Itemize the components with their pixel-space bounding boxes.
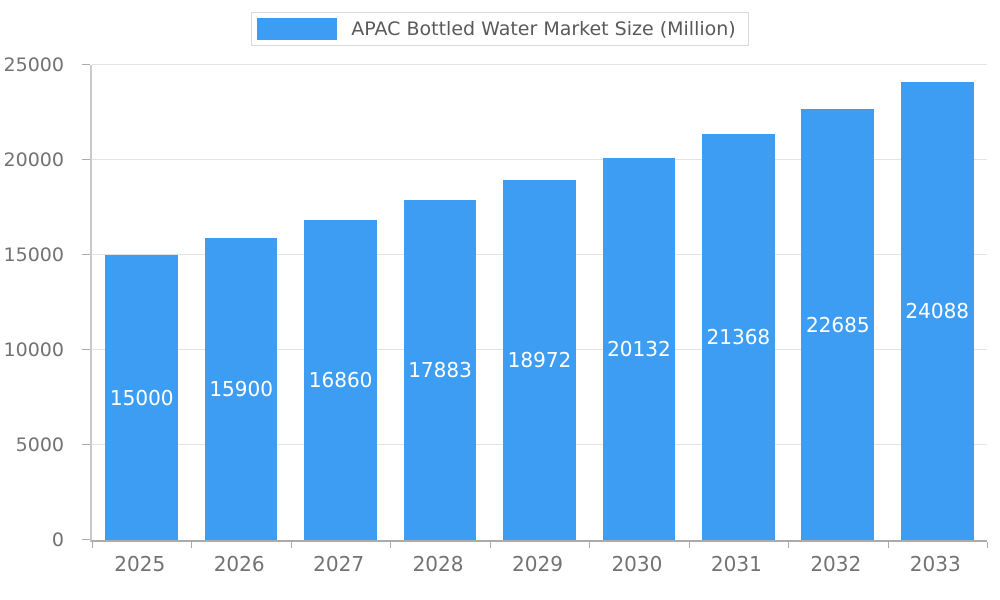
- gridline: [92, 159, 987, 160]
- bar-series: 15000 15900 16860 17883 18972 20132 21368 22685…: [92, 65, 987, 540]
- bar-value-label: 21368: [706, 325, 771, 349]
- bar-2025[interactable]: 15000: [105, 255, 178, 540]
- x-tick-label: 2029: [512, 552, 563, 576]
- y-axis-tickmark: [82, 444, 90, 445]
- bar-slot: 18972: [490, 65, 589, 540]
- y-axis-tickmark: [82, 254, 90, 255]
- bar-value-label: 17883: [408, 358, 472, 383]
- bar-value-label: 18972: [507, 347, 572, 372]
- x-tick-label: 2032: [810, 552, 862, 576]
- plot-area: 15000 15900 16860 17883 18972 20132 21368 22685…: [82, 64, 988, 548]
- bar-slot: 20132: [589, 65, 688, 540]
- x-tick-label: 2028: [412, 552, 464, 576]
- x-tick-label: 2030: [611, 552, 663, 576]
- bar-value-label: 16860: [308, 367, 373, 392]
- bar-slot: 22685: [788, 65, 887, 540]
- bar-slot: 17883: [390, 65, 489, 540]
- bar-2030[interactable]: 20132: [602, 157, 676, 540]
- y-tick-label: 5000: [15, 434, 64, 456]
- bar-slot: 21368: [689, 65, 788, 540]
- y-axis-labels: 0 5000 10000 15000 20000 25000: [0, 54, 80, 551]
- x-axis-tickmark: [788, 542, 790, 548]
- bar-slot: 15000: [92, 65, 191, 540]
- bar-2031[interactable]: 21368: [702, 134, 775, 540]
- bar-slot: 24088: [888, 65, 987, 540]
- bar-value-label: 24088: [905, 299, 970, 324]
- x-axis-tickmark: [688, 542, 690, 548]
- x-tick-label: 2026: [213, 552, 265, 576]
- x-axis-tickmark: [589, 542, 591, 548]
- x-axis-tickmark: [191, 542, 193, 548]
- y-tick-label: 20000: [3, 149, 64, 171]
- bar-value-label: 20132: [607, 336, 671, 361]
- bar-value-label: 15900: [209, 376, 273, 401]
- x-tick-label: 2033: [909, 552, 961, 576]
- bar-slot: 15900: [191, 65, 290, 540]
- legend-label: APAC Bottled Water Market Size (Million): [351, 18, 736, 40]
- x-axis-tickmark: [290, 542, 292, 548]
- chart-legend: APAC Bottled Water Market Size (Million): [0, 12, 1000, 46]
- y-axis-tickmark: [82, 64, 90, 65]
- y-axis-tickmark: [82, 159, 90, 160]
- x-tick-label: 2025: [114, 552, 166, 576]
- x-axis-tickmark: [887, 542, 889, 548]
- bar-slot: 16860: [291, 65, 390, 540]
- legend-swatch-icon: [257, 18, 338, 40]
- bar-value-label: 22685: [805, 312, 870, 337]
- y-tick-label: 15000: [3, 244, 64, 266]
- y-axis-tickmark: [82, 539, 90, 540]
- bar-2029[interactable]: 18972: [503, 179, 576, 540]
- x-tick-label: 2031: [710, 552, 762, 576]
- bar-2027[interactable]: 16860: [304, 219, 377, 540]
- x-tick-label: 2027: [313, 552, 365, 576]
- x-axis-tickmark: [92, 542, 93, 548]
- legend-item[interactable]: APAC Bottled Water Market Size (Million): [251, 12, 749, 46]
- y-tick-label: 0: [51, 529, 64, 551]
- x-axis-tickmark: [987, 542, 988, 548]
- bar-value-label: 15000: [109, 385, 174, 410]
- bar-2032[interactable]: 22685: [801, 109, 875, 540]
- y-tick-label: 10000: [3, 339, 64, 361]
- y-axis-tickmark: [82, 349, 90, 350]
- bar-2026[interactable]: 15900: [204, 237, 278, 540]
- gridline: [92, 64, 987, 65]
- bar-2033[interactable]: 24088: [900, 82, 974, 540]
- y-tick-label: 25000: [3, 54, 64, 76]
- x-axis-tickmark: [390, 542, 392, 548]
- x-axis-labels: 2025 2026 2027 2028 2029 2030 2031 2032 2033: [90, 552, 985, 576]
- bar-2028[interactable]: 17883: [403, 200, 477, 540]
- x-axis-tickmark: [489, 542, 491, 548]
